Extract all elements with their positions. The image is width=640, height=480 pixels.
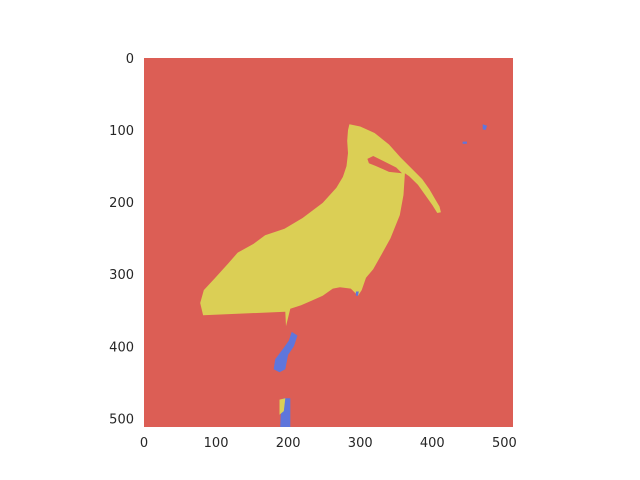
- x-tick-label: 0: [140, 436, 148, 451]
- x-axis: 0 100 200 300 400 500: [140, 436, 517, 451]
- heatmap-region-bird-4: [279, 398, 286, 415]
- x-tick-label: 400: [420, 436, 445, 451]
- y-tick-label: 100: [109, 124, 134, 139]
- y-tick-label: 500: [109, 412, 134, 427]
- x-tick-label: 100: [204, 436, 229, 451]
- y-tick-label: 0: [126, 52, 134, 67]
- heatmap-region-legs-2: [273, 331, 298, 373]
- x-tick-label: 200: [276, 436, 301, 451]
- y-tick-label: 400: [109, 340, 134, 355]
- heatmap-region-legs-5: [482, 124, 488, 131]
- heatmap-region-legs-7: [355, 291, 359, 296]
- heatmap-region-bird-0: [200, 124, 441, 327]
- heatmap-region-legs-6: [462, 141, 467, 144]
- x-tick-label: 500: [492, 436, 517, 451]
- heatmap-plot-area: [144, 58, 513, 427]
- x-tick-label: 300: [348, 436, 373, 451]
- y-tick-label: 300: [109, 268, 134, 283]
- y-tick-label: 200: [109, 196, 134, 211]
- y-axis: 0 100 200 300 400 500: [109, 52, 134, 427]
- heatmap-region-background-1: [367, 156, 402, 174]
